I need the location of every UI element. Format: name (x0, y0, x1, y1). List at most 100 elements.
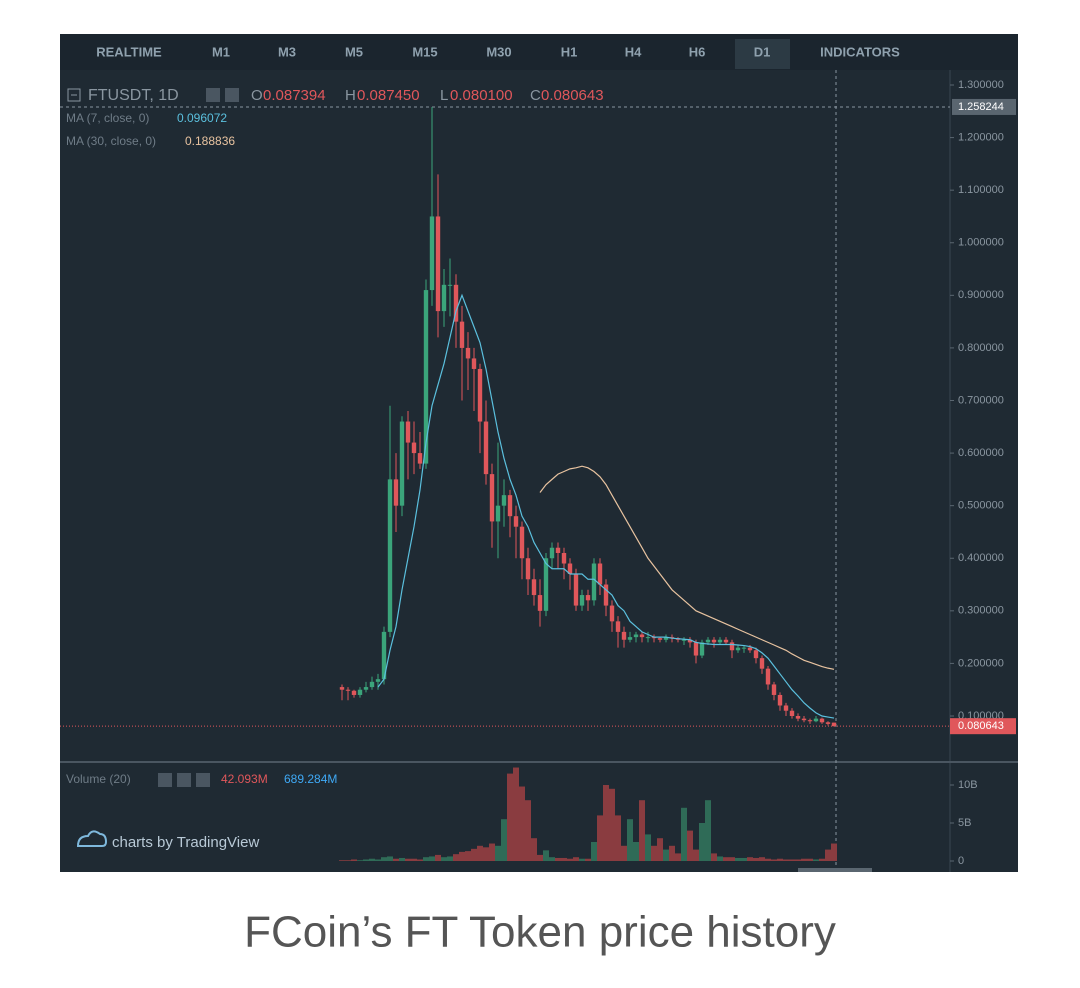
candle-body (495, 505, 501, 522)
volume-bar (651, 845, 657, 861)
toolbar-tab[interactable]: M15 (412, 44, 437, 59)
volume-bar (699, 823, 705, 861)
candle-body (591, 563, 597, 601)
icon[interactable] (225, 88, 239, 102)
candle-body (423, 290, 429, 464)
volume-bar (507, 773, 513, 861)
candle-body (711, 639, 717, 643)
volume-bar (387, 856, 393, 861)
legend-name: MA (7, close, 0) (66, 111, 149, 125)
candle-body (387, 479, 393, 632)
y-tick-label: 0.400000 (958, 552, 1004, 564)
volume-bar (417, 859, 423, 861)
volume-bar (345, 860, 351, 861)
volume-bar (453, 854, 459, 861)
toolbar-tab[interactable]: M3 (278, 44, 296, 59)
volume-bar (399, 857, 405, 861)
toolbar-tab[interactable]: M5 (345, 44, 363, 59)
y-tick-label: 0.700000 (958, 394, 1004, 406)
icon[interactable] (196, 773, 210, 787)
candle-body (435, 216, 441, 312)
toolbar-tab[interactable]: H4 (625, 44, 642, 59)
volume-bar (519, 786, 525, 861)
volume-bar (465, 851, 471, 861)
icon[interactable] (206, 88, 220, 102)
toolbar-tab[interactable]: M30 (486, 44, 511, 59)
volume-legend-value: 42.093M (221, 772, 268, 786)
toolbar-tab[interactable]: REALTIME (96, 44, 162, 59)
ma-line (377, 293, 835, 719)
volume-bar (759, 857, 765, 861)
volume-bar (393, 858, 399, 861)
candle-body (801, 718, 807, 721)
volume-bar (357, 860, 363, 861)
candle-body (723, 639, 729, 643)
volume-bar (723, 857, 729, 861)
volume-bar (621, 845, 627, 861)
volume-bar (531, 838, 537, 861)
volume-bar (747, 857, 753, 861)
y-tick-label: 0.300000 (958, 605, 1004, 617)
toolbar-tab[interactable]: H1 (561, 44, 578, 59)
volume-bar (477, 845, 483, 861)
volume-bar (579, 858, 585, 861)
candle-body (549, 547, 555, 559)
candle-body (429, 216, 435, 291)
candle-body (621, 631, 627, 640)
active-tab-bg (735, 39, 790, 69)
candle-body (489, 474, 495, 522)
y-tick-label: 0.800000 (958, 342, 1004, 354)
candle-body (453, 284, 459, 322)
volume-bar (753, 857, 759, 861)
candle-body (687, 639, 693, 643)
tradingview-logo (76, 830, 108, 847)
candle-body (399, 421, 405, 506)
icon[interactable] (177, 773, 191, 787)
y-tick-label: 0.200000 (958, 657, 1004, 669)
toolbar-tab[interactable]: D1 (754, 44, 771, 59)
y-tick-label: 0.600000 (958, 447, 1004, 459)
volume-bar (591, 842, 597, 861)
candle-body (813, 718, 819, 722)
candle-body (381, 631, 387, 680)
volume-bar (423, 857, 429, 861)
candle-body (363, 687, 369, 690)
candle-body (405, 421, 411, 443)
volume-bar (537, 854, 543, 861)
toolbar-tab[interactable]: H6 (689, 44, 706, 59)
caption: FCoin’s FT Token price history (244, 908, 836, 957)
volume-bar (633, 842, 639, 861)
candle-body (471, 358, 477, 369)
volume-bar (603, 785, 609, 861)
volume-bar (609, 788, 615, 861)
chart-panel (60, 34, 1018, 872)
y-tick-label: 0 (958, 855, 964, 867)
volume-bar (627, 819, 633, 861)
candle-body (393, 479, 399, 506)
volume-bar (831, 843, 837, 861)
icon[interactable] (158, 773, 172, 787)
candle-body (411, 442, 417, 454)
volume-bar (801, 858, 807, 861)
collapse-icon[interactable] (67, 88, 81, 102)
volume-bar (717, 856, 723, 861)
volume-bar (813, 859, 819, 861)
volume-bar (525, 800, 531, 861)
volume-bar (663, 849, 669, 861)
candle-body (603, 584, 609, 606)
toolbar-tab[interactable]: M1 (212, 44, 230, 59)
volume-bar (729, 857, 735, 861)
ohlc-value: 0.087394 (263, 87, 326, 104)
scroll-handle (798, 868, 872, 872)
volume-bar (573, 857, 579, 861)
toolbar-tab[interactable]: INDICATORS (820, 44, 900, 59)
volume-bar (795, 859, 801, 861)
volume-bar (735, 857, 741, 861)
y-tick-label: 0.500000 (958, 500, 1004, 512)
candle-body (609, 605, 615, 622)
volume-bar (771, 859, 777, 861)
ohlc-value: 0.087450 (357, 87, 420, 104)
candle-body (741, 647, 747, 649)
